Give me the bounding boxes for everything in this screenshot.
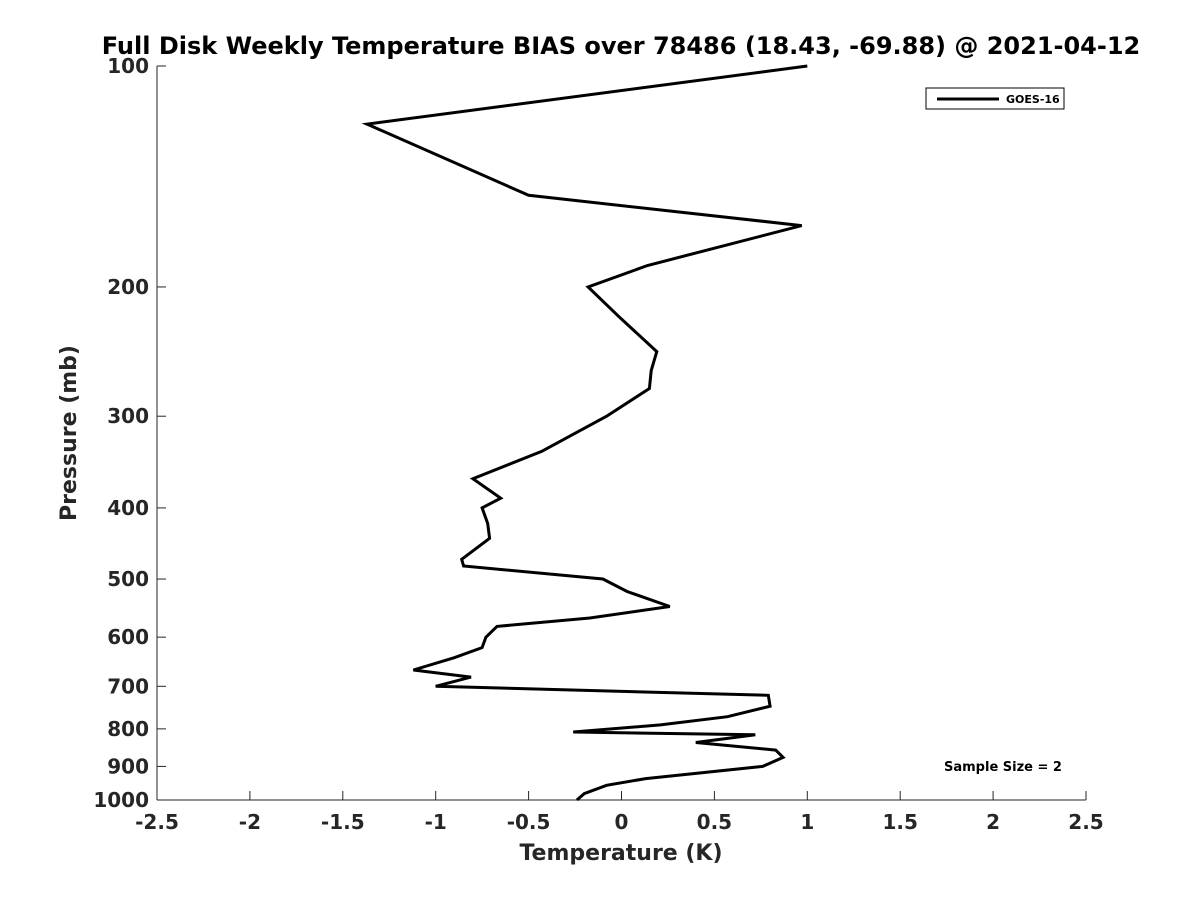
x-tick-label: -2	[239, 810, 261, 834]
y-tick-label: 400	[107, 496, 149, 520]
x-tick-label: 0.5	[697, 810, 732, 834]
y-tick-label: 900	[107, 754, 149, 778]
series-layer	[361, 64, 808, 802]
y-tick-label: 500	[107, 567, 149, 591]
y-axis-ticks: 100 200 300 400 500 600 700 800 900 1000	[93, 54, 166, 812]
x-tick-label: -2.5	[135, 810, 179, 834]
x-tick-label: 0	[615, 810, 629, 834]
x-tick-label: 2	[986, 810, 1000, 834]
x-tick-label: 2.5	[1068, 810, 1103, 834]
legend: GOES-16	[925, 87, 1065, 110]
x-axis-ticks: -2.5 -2 -1.5 -1 -0.5 0 0.5 1 1.5 2 2.5	[135, 791, 1104, 834]
x-tick-label: 1.5	[882, 810, 917, 834]
x-tick-label: 1	[800, 810, 814, 834]
y-axis-label: Pressure (mb)	[57, 345, 82, 521]
y-tick-label: 300	[107, 404, 149, 428]
x-tick-label: -1.5	[321, 810, 365, 834]
y-tick-label: 1000	[93, 788, 149, 812]
y-tick-label: 700	[107, 674, 149, 698]
series-line-goes-16	[361, 64, 808, 802]
y-tick-label: 200	[107, 275, 149, 299]
legend-entry-label: GOES-16	[1006, 93, 1060, 106]
sample-size-annotation: Sample Size = 2	[944, 760, 1062, 775]
chart-title: Full Disk Weekly Temperature BIAS over 7…	[102, 32, 1141, 60]
x-tick-label: -1	[425, 810, 447, 834]
y-tick-label: 100	[107, 54, 149, 78]
y-tick-label: 600	[107, 625, 149, 649]
x-axis-label: Temperature (K)	[519, 841, 722, 866]
x-tick-label: -0.5	[507, 810, 551, 834]
y-tick-label: 800	[107, 717, 149, 741]
